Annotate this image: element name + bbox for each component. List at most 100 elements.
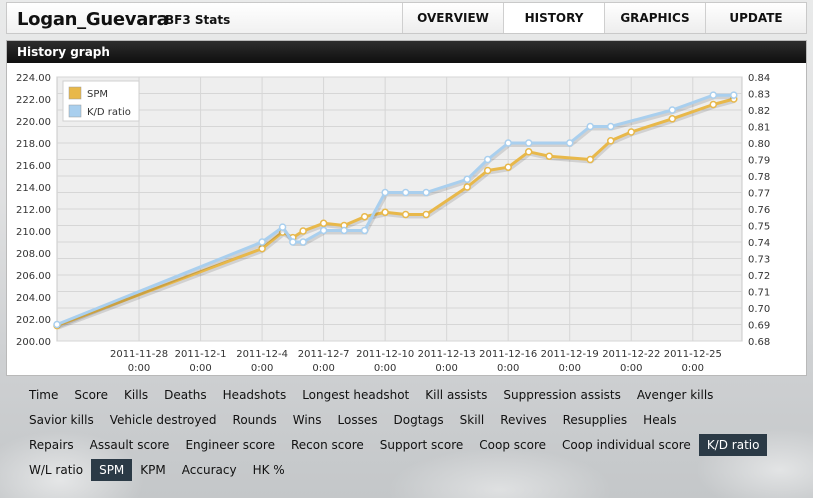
x-tick-date: 2011-12-4 — [236, 349, 288, 360]
series-point — [422, 188, 430, 197]
series-point — [709, 91, 718, 99]
y-left-tick-label: 218.00 — [16, 139, 51, 150]
y-right-tick-label: 0.83 — [748, 90, 770, 101]
stat-button-savior-kills[interactable]: Savior kills — [29, 413, 94, 427]
stat-button-accuracy[interactable]: Accuracy — [181, 463, 237, 477]
header-bar: Logan_Guevara BF3 Stats OVERVIEW HISTORY… — [6, 2, 807, 34]
y-left-tick-label: 202.00 — [16, 315, 51, 326]
y-right-tick-label: 0.70 — [748, 304, 770, 315]
series-point — [483, 155, 492, 164]
series-point — [627, 128, 636, 136]
y-left-tick-label: 212.00 — [16, 205, 51, 216]
x-tick-time: 0:00 — [312, 363, 334, 374]
series-point — [545, 152, 553, 160]
stat-button-k-d-ratio[interactable]: K/D ratio — [698, 434, 768, 456]
x-tick-time: 0:00 — [189, 363, 211, 374]
stat-button-revives[interactable]: Revives — [500, 413, 547, 427]
y-right-tick-label: 0.72 — [748, 271, 770, 282]
y-right-tick-label: 0.76 — [748, 205, 770, 216]
tab-graphics[interactable]: GRAPHICS — [604, 3, 705, 33]
stat-button-suppression-assists[interactable]: Suppression assists — [503, 388, 621, 402]
y-right-tick-label: 0.77 — [748, 189, 770, 200]
series-point — [606, 137, 615, 145]
stat-row-2: Savior kills Vehicle destroyed Rounds Wins L… — [21, 409, 685, 431]
x-tick-time: 0:00 — [682, 363, 704, 374]
y-left-tick-label: 204.00 — [16, 293, 51, 304]
y-right-tick-label: 0.78 — [748, 172, 770, 183]
series-point — [258, 238, 266, 246]
series-point — [289, 238, 297, 246]
y-left-tick-label: 220.00 — [16, 117, 51, 128]
stat-button-deaths[interactable]: Deaths — [164, 388, 207, 402]
stat-button-score[interactable]: Score — [74, 388, 108, 402]
stat-button-engineer-score[interactable]: Engineer score — [185, 438, 275, 452]
stat-button-kill-assists[interactable]: Kill assists — [425, 388, 488, 402]
stat-button-rounds[interactable]: Rounds — [232, 413, 277, 427]
stat-button-wins[interactable]: Wins — [292, 413, 322, 427]
y-left-tick-label: 206.00 — [16, 271, 51, 282]
stat-button-recon-score[interactable]: Recon score — [290, 438, 364, 452]
stat-button-w-l-ratio[interactable]: W/L ratio — [29, 463, 84, 477]
legend-swatch — [68, 104, 82, 118]
x-tick-time: 0:00 — [497, 363, 519, 374]
y-left-tick-label: 224.00 — [16, 73, 51, 84]
y-left-tick-label: 222.00 — [16, 95, 51, 106]
series-point — [319, 226, 328, 235]
y-left-tick-label: 214.00 — [16, 183, 51, 194]
stat-button-heals[interactable]: Heals — [643, 413, 677, 427]
series-point — [524, 139, 533, 147]
stat-button-losses[interactable]: Losses — [337, 413, 378, 427]
series-point — [360, 226, 369, 235]
y-left-tick-label: 216.00 — [16, 161, 51, 172]
tab-overview[interactable]: OVERVIEW — [402, 3, 503, 33]
series-point — [668, 115, 677, 123]
stat-button-kpm[interactable]: KPM — [140, 463, 166, 477]
series-shadow — [57, 99, 736, 330]
series-point — [401, 188, 410, 197]
series-point — [565, 139, 574, 147]
stat-button-dogtags[interactable]: Dogtags — [393, 413, 444, 427]
background-decoration — [0, 380, 813, 498]
history-graph-panel: History graph 0.68 0.69 0.70 0.71 0.72 0.73 0.… — [6, 40, 807, 376]
y-right-tick-label: 0.82 — [748, 106, 770, 117]
y-right-tick-label: 0.80 — [748, 139, 770, 150]
x-tick-date: 2011-12-7 — [298, 349, 350, 360]
series-point — [340, 226, 348, 235]
stat-button-coop-score[interactable]: Coop score — [479, 438, 547, 452]
series-point — [422, 210, 430, 219]
stat-button-assault-score[interactable]: Assault score — [89, 438, 170, 452]
stat-button-spm[interactable]: SPM — [91, 459, 133, 481]
series-point — [381, 188, 389, 197]
stat-button-resupplies[interactable]: Resupplies — [562, 413, 628, 427]
stat-button-avenger-kills[interactable]: Avenger kills — [636, 388, 714, 402]
stat-button-kills[interactable]: Kills — [123, 388, 149, 402]
y-right-tick-label: 0.68 — [748, 337, 770, 348]
stat-row-1: Time Score Kills Deaths Headshots Longest hea… — [21, 384, 721, 406]
x-tick-time: 0:00 — [374, 363, 396, 374]
stat-button-time[interactable]: Time — [29, 388, 59, 402]
stat-button-coop-individual-score[interactable]: Coop individual score — [562, 438, 691, 452]
series-point — [463, 175, 471, 184]
x-tick-date: 2011-12-22 — [602, 349, 660, 360]
x-tick-date: 2011-11-28 — [110, 349, 168, 360]
stat-button-hk[interactable]: HK % — [252, 463, 285, 477]
stat-button-headshots[interactable]: Headshots — [222, 388, 287, 402]
series-point — [730, 91, 738, 99]
stat-button-skill[interactable]: Skill — [459, 413, 485, 427]
stat-button-support-score[interactable]: Support score — [379, 438, 464, 452]
stat-button-repairs[interactable]: Repairs — [29, 438, 74, 452]
stat-button-vehicle-destroyed[interactable]: Vehicle destroyed — [109, 413, 217, 427]
y-right-tick-label: 0.79 — [748, 156, 770, 167]
legend-label: SPM — [87, 89, 108, 100]
stat-button-longest-headshot[interactable]: Longest headshot — [302, 388, 410, 402]
player-name: Logan_Guevara — [17, 9, 169, 30]
series-point — [278, 223, 287, 231]
x-tick-date: 2011-12-13 — [418, 349, 476, 360]
tab-update[interactable]: UPDATE — [705, 3, 806, 33]
y-left-tick-label: 208.00 — [16, 249, 51, 260]
tab-history[interactable]: HISTORY — [503, 3, 604, 33]
y-left-tick-label: 200.00 — [16, 337, 51, 348]
x-tick-time: 0:00 — [558, 363, 580, 374]
y-right-tick-label: 0.73 — [748, 255, 770, 266]
series-point — [668, 106, 677, 114]
